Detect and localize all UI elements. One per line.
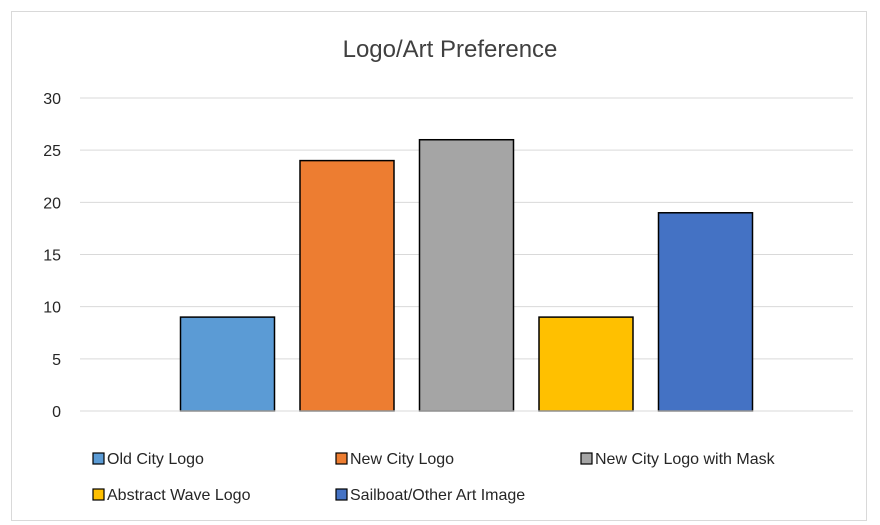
legend-item: New City Logo with Mask: [580, 451, 776, 468]
legend-item: Old City Logo: [92, 451, 204, 468]
y-tick-label: 15: [43, 248, 61, 265]
legend-item: New City Logo: [335, 451, 454, 468]
y-tick-label: 5: [52, 352, 61, 369]
bar-new-city-logo-with-mask: [418, 138, 515, 412]
y-tick-label: 20: [43, 195, 61, 212]
legend-label: New City Logo with Mask: [595, 451, 776, 468]
legend-swatch: [335, 452, 348, 465]
y-tick-label: 30: [43, 91, 61, 108]
legend-label: Old City Logo: [107, 451, 204, 468]
bar-abstract-wave-logo: [538, 316, 634, 412]
legend-item: Abstract Wave Logo: [92, 487, 251, 504]
bar-old-city-logo: [179, 316, 276, 412]
bar-new-city-logo: [299, 159, 395, 412]
y-tick-label: 25: [43, 143, 61, 160]
legend-swatch: [92, 488, 105, 501]
legend-swatch: [92, 452, 105, 465]
y-axis-ticks: 0 5 10 15 20 25 30: [43, 91, 61, 421]
legend-label: Sailboat/Other Art Image: [350, 487, 525, 504]
legend-label: New City Logo: [350, 451, 454, 468]
y-tick-label: 10: [43, 300, 61, 317]
legend-item: Sailboat/Other Art Image: [335, 487, 525, 504]
legend-label: Abstract Wave Logo: [107, 487, 251, 504]
bars: [179, 138, 754, 412]
y-tick-label: 0: [52, 404, 61, 421]
legend-swatch: [580, 452, 593, 465]
chart-title: Logo/Art Preference: [343, 36, 558, 63]
legend-swatch: [335, 488, 348, 501]
bar-sailboat-other-art-image: [657, 212, 754, 412]
legend: Old City Logo New City Logo New City Logo …: [92, 451, 776, 504]
